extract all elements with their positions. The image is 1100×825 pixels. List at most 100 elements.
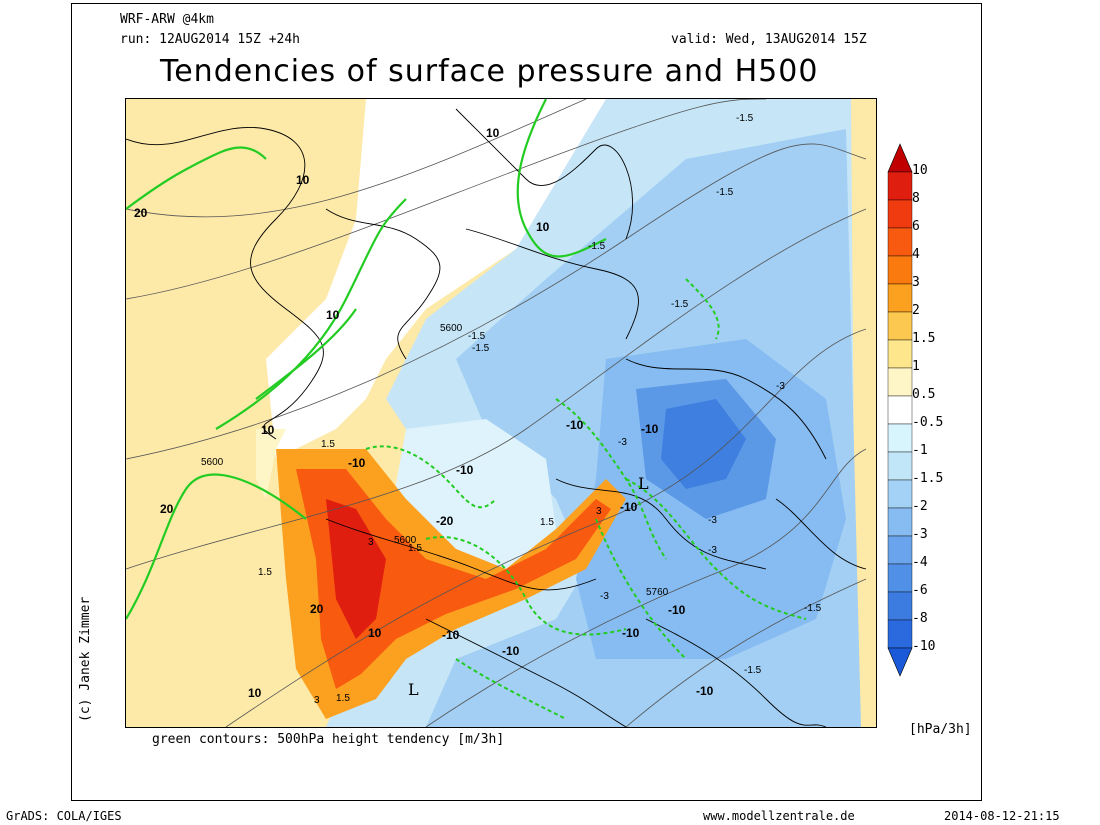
colorbar-level-label: -0.5 xyxy=(912,415,944,430)
tendency-label: 3 xyxy=(596,506,602,517)
colorbar-cell xyxy=(887,535,913,565)
colorbar-level-label: -6 xyxy=(912,583,928,598)
colorbar xyxy=(887,143,913,677)
colorbar-cell xyxy=(887,367,913,397)
colorbar-cell xyxy=(887,451,913,481)
tendency-label: -3 xyxy=(776,381,785,392)
colorbar-cell xyxy=(887,283,913,313)
green-label: 10 xyxy=(326,308,340,322)
tendency-label: -3 xyxy=(708,515,717,526)
colorbar-level-label: 1 xyxy=(912,359,920,374)
green-label: -10 xyxy=(641,422,659,436)
green-label: -10 xyxy=(620,500,638,514)
colorbar-cell xyxy=(887,199,913,229)
map-svg: 10 10 10 10 10 20 20 20 -10 -10 -10 -20 … xyxy=(125,98,876,728)
colorbar-top-arrow xyxy=(887,143,913,173)
colorbar-level-label: -2 xyxy=(912,499,928,514)
colorbar-cell xyxy=(887,563,913,593)
tendency-label: -3 xyxy=(708,545,717,556)
tendency-labels: -1.5 -1.5 -1.5 -1.5 -1.5 -1.5 1.5 1.5 1.… xyxy=(258,113,822,706)
tendency-label: -3 xyxy=(618,437,627,448)
green-label: -10 xyxy=(502,644,520,658)
fill-white-band xyxy=(266,99,626,459)
plot-frame xyxy=(71,3,982,801)
fill-core-blue-2 xyxy=(661,399,746,489)
run-label: run: 12AUG2014 15Z +24h xyxy=(120,32,301,47)
height-label: 5600 xyxy=(440,323,463,334)
fill-red xyxy=(296,469,611,689)
colorbar-cell xyxy=(887,311,913,341)
height-label: 5600 xyxy=(394,535,417,546)
tendency-label: 1.5 xyxy=(540,517,554,528)
tendency-label: 1.5 xyxy=(408,543,422,554)
colorbar-level-label: 1.5 xyxy=(912,331,936,346)
green-label: -10 xyxy=(696,684,714,698)
tendency-label: 1.5 xyxy=(321,439,335,450)
colorbar-level-label: 0.5 xyxy=(912,387,936,402)
colorbar-cell xyxy=(887,619,913,649)
height-labels: 5600 5600 5600 5760 xyxy=(201,323,669,598)
green-label: -10 xyxy=(348,456,366,470)
footer-center: www.modellzentrale.de xyxy=(703,809,855,823)
colorbar-level-label: 2 xyxy=(912,303,920,318)
tendency-contours-negative xyxy=(365,278,807,720)
colorbar-level-label: -4 xyxy=(912,555,928,570)
green-label: -10 xyxy=(566,418,584,432)
colorbar-level-label: -8 xyxy=(912,611,928,626)
colorbar-level-label: -1 xyxy=(912,443,928,458)
map-caption: green contours: 500hPa height tendency [… xyxy=(152,732,505,747)
colorbar-unit: [hPa/3h] xyxy=(909,722,972,737)
green-label: 10 xyxy=(261,423,275,437)
tendency-label: -3 xyxy=(600,591,609,602)
colorbar-bottom-arrow xyxy=(887,647,913,677)
low-pressure-symbol: L xyxy=(638,474,649,493)
valid-label: valid: Wed, 13AUG2014 15Z xyxy=(671,32,867,47)
fill-darkred xyxy=(326,499,386,639)
green-label: 10 xyxy=(248,686,262,700)
tendency-contours-positive xyxy=(125,98,607,620)
tendency-label: -1.5 xyxy=(472,343,490,354)
colorbar-cell xyxy=(887,591,913,621)
colorbar-cell xyxy=(887,227,913,257)
height-label: 5760 xyxy=(646,587,669,598)
height-contours xyxy=(125,98,867,728)
footer-left: GrADS: COLA/IGES xyxy=(6,809,122,823)
colorbar-cell xyxy=(887,507,913,537)
low-pressure-symbol: L xyxy=(408,680,419,699)
model-label: WRF-ARW @4km xyxy=(120,12,214,27)
tendency-label: -1.5 xyxy=(468,331,486,342)
tendency-label: -1.5 xyxy=(588,241,606,252)
colorbar-level-label: 6 xyxy=(912,219,920,234)
weather-map: 10 10 10 10 10 20 20 20 -10 -10 -10 -20 … xyxy=(125,98,877,728)
colorbar-level-label: -3 xyxy=(912,527,928,542)
colorbar-level-label: -10 xyxy=(912,639,936,654)
colorbar-cell xyxy=(887,171,913,201)
credit-label: (c) Janek Zimmer xyxy=(78,596,93,722)
tendency-label: 3 xyxy=(368,537,374,548)
green-label: 10 xyxy=(368,626,382,640)
colorbar-cell xyxy=(887,395,913,425)
tendency-label: -1.5 xyxy=(671,299,689,310)
tendency-label: -1.5 xyxy=(736,113,754,124)
colorbar-cell xyxy=(887,339,913,369)
colorbar-cell xyxy=(887,479,913,509)
map-title: Tendencies of surface pressure and H500 xyxy=(160,54,819,89)
green-label: 20 xyxy=(134,206,148,220)
green-label: -10 xyxy=(442,628,460,642)
green-label: -20 xyxy=(436,514,454,528)
colorbar-cells xyxy=(887,143,913,677)
coastlines xyxy=(125,108,867,728)
footer-right: 2014-08-12-21:15 xyxy=(944,809,1060,823)
green-label: 10 xyxy=(296,173,310,187)
tendency-label: 1.5 xyxy=(336,693,350,704)
colorbar-level-label: 4 xyxy=(912,247,920,262)
colorbar-cell xyxy=(887,423,913,453)
colorbar-level-label: 3 xyxy=(912,275,920,290)
green-label: 20 xyxy=(160,502,174,516)
height-label: 5600 xyxy=(201,457,224,468)
tendency-label: -1.5 xyxy=(744,665,762,676)
colorbar-level-label: 8 xyxy=(912,191,920,206)
tendency-label: -1.5 xyxy=(804,603,822,614)
green-label: -10 xyxy=(668,603,686,617)
green-label: -10 xyxy=(456,463,474,477)
